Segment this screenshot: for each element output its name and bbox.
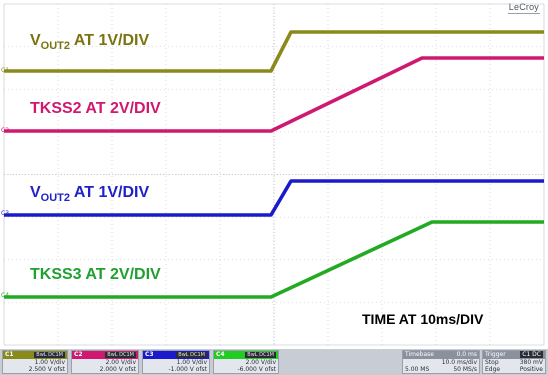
channel-number: C4 [216, 351, 225, 358]
sample-rate: 50 MS/s [453, 366, 477, 373]
trigger-row: Edge Positive [483, 366, 545, 373]
time-per-div: 10.0 ms/div [441, 359, 477, 366]
waveform-display [3, 3, 545, 346]
channel-number: C1 [5, 351, 14, 358]
waveform-traces [4, 30, 544, 299]
channel-number: C3 [145, 351, 154, 358]
channel-c3-panel[interactable]: C3 BwL DC1M 1.00 V/div -1.000 V ofst [142, 350, 210, 374]
offset-value: 2.000 V ofst [99, 366, 136, 373]
channel-header: C4 BwL DC1M [214, 351, 278, 359]
label-main: V [30, 184, 41, 201]
offset-value: 2.500 V ofst [28, 366, 65, 373]
trace-c2-tkss2 [4, 56, 544, 133]
timebase-title: Timebase [405, 351, 434, 358]
graticule-grid [3, 3, 545, 346]
lecroy-logo: LeCroy [507, 2, 540, 14]
trigger-level: 380 mV [519, 359, 543, 366]
volts-per-div: 2.00 V/div [245, 359, 276, 366]
trigger-panel[interactable]: Trigger C1 DC Stop 380 mV Edge Positive [482, 350, 546, 374]
channel-c1-panel[interactable]: C1 BwL DC1M 1.00 V/div 2.500 V ofst [2, 350, 68, 374]
trace-label-vout2-yellow: VOUT2 AT 1V/DIV [30, 32, 150, 52]
label-main: TKSS2 AT 2V/DIV [30, 100, 161, 117]
status-info-bar: C1 BwL DC1M 1.00 V/div 2.500 V ofst C2 B… [0, 349, 548, 375]
label-main: V [30, 32, 41, 49]
channel-header: C3 BwL DC1M [143, 351, 209, 359]
volts-per-div: 1.00 V/div [176, 359, 207, 366]
sample-count: 5.00 MS [405, 366, 430, 373]
c3-ground-marker: C3 [1, 210, 10, 217]
c1-ground-marker: C1 [1, 67, 10, 74]
trigger-source: C1 DC [520, 351, 543, 358]
trigger-header: Trigger C1 DC [483, 351, 545, 359]
trace-label-vout2-blue: VOUT2 AT 1V/DIV [30, 184, 150, 204]
coupling-tag: BwL DC1M [245, 352, 276, 358]
timebase-row: 5.00 MS 50 MS/s [403, 366, 479, 373]
timebase-panel[interactable]: Timebase 0.0 ms 10.0 ms/div 5.00 MS 50 M… [402, 350, 480, 374]
trace-label-tkss2: TKSS2 AT 2V/DIV [30, 100, 161, 118]
label-main: TKSS3 AT 2V/DIV [30, 266, 161, 283]
c2-ground-marker: C2 [1, 127, 10, 134]
trace-c3-vout2 [4, 179, 544, 217]
volts-per-div: 2.00 V/div [105, 359, 136, 366]
channel-header: C2 BwL DC1M [72, 351, 138, 359]
trace-c4-tkss3 [4, 220, 544, 299]
trigger-title: Trigger [485, 351, 506, 358]
coupling-tag: BwL DC1M [176, 352, 207, 358]
label-rest: AT 1V/DIV [70, 184, 150, 201]
c4-ground-marker: C4 [1, 292, 10, 299]
coupling-tag: BwL DC1M [34, 352, 65, 358]
trigger-slope: Positive [519, 366, 543, 373]
volts-per-div: 1.00 V/div [34, 359, 65, 366]
trace-c1-vout2 [4, 30, 544, 73]
channel-number: C2 [74, 351, 83, 358]
coupling-tag: BwL DC1M [105, 352, 136, 358]
trace-label-tkss3: TKSS3 AT 2V/DIV [30, 266, 161, 284]
trigger-type: Edge [485, 366, 501, 373]
label-subscript: OUT2 [40, 40, 71, 52]
offset-value: -1.000 V ofst [168, 366, 207, 373]
trigger-mode: Stop [485, 359, 499, 366]
timebase-delay: 0.0 ms [456, 351, 477, 358]
label-rest: AT 1V/DIV [70, 32, 150, 49]
channel-c4-panel[interactable]: C4 BwL DC1M 2.00 V/div -6.000 V ofst [213, 350, 279, 374]
timebase-row: 10.0 ms/div [403, 359, 479, 366]
channel-c2-panel[interactable]: C2 BwL DC1M 2.00 V/div 2.000 V ofst [71, 350, 139, 374]
timebase-header: Timebase 0.0 ms [403, 351, 479, 359]
trigger-row: Stop 380 mV [483, 359, 545, 366]
time-scale-label: TIME AT 10ms/DIV [362, 311, 484, 327]
channel-header: C1 BwL DC1M [3, 351, 67, 359]
label-subscript: OUT2 [40, 192, 71, 204]
offset-value: -6.000 V ofst [237, 366, 276, 373]
